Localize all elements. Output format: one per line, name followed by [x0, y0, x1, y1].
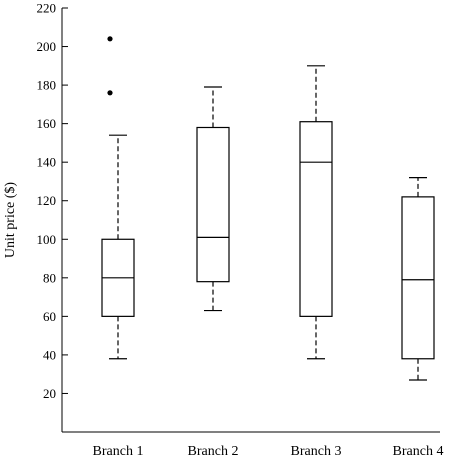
- outlier-point: [107, 90, 113, 96]
- x-category-label: Branch 3: [291, 444, 342, 459]
- y-axis-ticks: 20 40 60 80 100 120 140 160 180 200 220: [37, 1, 68, 401]
- y-tick-label: 140: [37, 155, 57, 170]
- box-1: [101, 36, 135, 360]
- iqr-box: [299, 121, 333, 317]
- x-category-label: Branch 1: [93, 444, 144, 459]
- x-category-label: Branch 2: [188, 444, 239, 459]
- iqr-box: [196, 126, 230, 283]
- x-axis-labels: Branch 1 Branch 2 Branch 3 Branch 4: [93, 444, 444, 459]
- y-tick-label: 160: [37, 116, 57, 131]
- iqr-box: [401, 196, 435, 360]
- y-tick-label: 100: [37, 232, 57, 247]
- y-tick-label: 220: [37, 1, 57, 16]
- outlier-point: [107, 36, 113, 42]
- y-tick-label: 200: [37, 39, 57, 54]
- boxes: [101, 36, 435, 381]
- y-tick-label: 40: [43, 347, 56, 362]
- y-tick-label: 20: [43, 386, 56, 401]
- box-4: [401, 177, 435, 381]
- box-2: [196, 86, 230, 312]
- y-axis-title: Unit price ($): [3, 182, 18, 259]
- y-tick-label: 60: [43, 309, 56, 324]
- y-tick-label: 120: [37, 193, 57, 208]
- box-3: [299, 65, 333, 360]
- x-category-label: Branch 4: [393, 444, 444, 459]
- axes: [61, 8, 440, 433]
- y-tick-label: 180: [37, 78, 57, 93]
- y-tick-label: 80: [43, 270, 56, 285]
